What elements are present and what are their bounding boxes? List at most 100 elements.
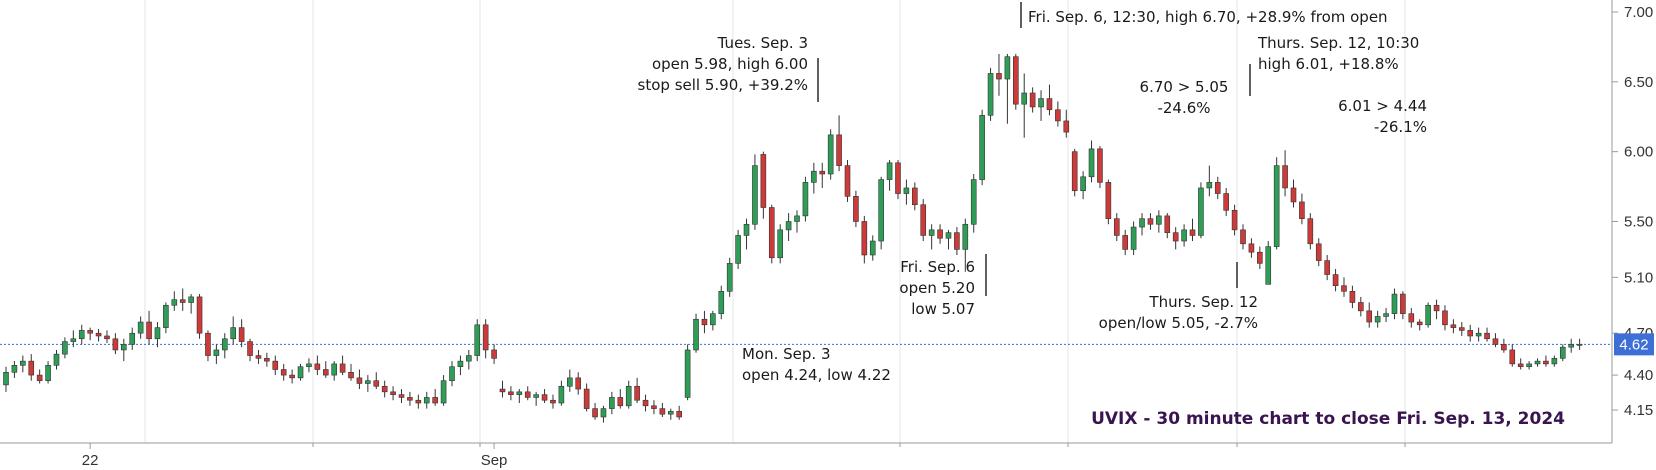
candle xyxy=(583,383,590,412)
y-tick-label: 5.10 xyxy=(1624,269,1653,286)
candle-body xyxy=(238,327,245,342)
candle-body xyxy=(1046,98,1053,111)
candle-body xyxy=(869,240,876,256)
candle xyxy=(1450,319,1457,334)
candle xyxy=(121,338,127,362)
candle xyxy=(322,361,329,378)
candle-body xyxy=(179,299,186,303)
candle-body xyxy=(516,391,523,395)
candle-body xyxy=(1433,304,1440,312)
annotation-line: open/low 5.05, -2.7% xyxy=(1099,314,1258,332)
candle-body xyxy=(1189,229,1196,236)
annotation-mon-sep3: Mon. Sep. 3 open 4.24, low 4.22 xyxy=(742,345,891,384)
candle-body xyxy=(1442,310,1448,326)
candle xyxy=(230,316,237,345)
candle-body xyxy=(1198,187,1204,236)
candle xyxy=(508,386,514,401)
candle-body xyxy=(1341,285,1347,292)
y-tick-label: 6.00 xyxy=(1624,144,1653,161)
candle xyxy=(1442,305,1448,331)
candle-body xyxy=(659,408,666,415)
candle xyxy=(1383,308,1389,323)
candle xyxy=(558,380,565,406)
candle-body xyxy=(836,134,842,166)
annotation-line: Thurs. Sep. 12, 10:30 xyxy=(1257,34,1419,52)
candle xyxy=(928,224,935,250)
candle-body xyxy=(1021,92,1028,105)
annotation-line: Fri. Sep. 6 xyxy=(900,258,975,276)
annotation-line: Fri. Sep. 6, 12:30, high 6.70, +28.9% fr… xyxy=(1028,8,1388,26)
candle-body xyxy=(1332,274,1339,287)
candle xyxy=(1366,302,1373,328)
candle xyxy=(979,109,985,186)
candle-body xyxy=(962,223,969,250)
candle-body xyxy=(743,223,750,236)
candle-body xyxy=(1105,182,1112,219)
candle-body xyxy=(583,388,590,409)
candle-body xyxy=(575,377,582,390)
annotation-line: high 6.01, +18.8% xyxy=(1258,55,1399,73)
annotation-fri-sep6-low: Fri. Sep. 6 open 5.20 low 5.07 xyxy=(899,258,975,318)
candle-body xyxy=(1416,321,1423,326)
candle-body xyxy=(895,162,901,194)
annotations: Mon. Sep. 3 open 4.24, low 4.22 Tues. Sep.… xyxy=(638,2,1427,384)
candle xyxy=(617,389,624,409)
x-tick-label: 22 xyxy=(82,452,99,469)
candle-body xyxy=(1526,363,1532,368)
candle xyxy=(272,355,279,376)
candle xyxy=(1113,213,1120,242)
candle-body xyxy=(1425,304,1431,326)
candle xyxy=(280,363,287,381)
candle xyxy=(36,369,43,384)
candle-body xyxy=(1080,176,1086,192)
candle xyxy=(264,352,270,367)
candle-body xyxy=(1543,360,1549,365)
candle xyxy=(1055,101,1061,127)
candle xyxy=(306,358,312,373)
candle-body xyxy=(1038,98,1044,108)
candle xyxy=(449,361,455,387)
last-price-label: 4.62 xyxy=(1619,336,1648,353)
candle-body xyxy=(457,360,464,368)
candle-body xyxy=(78,330,85,340)
candle-body xyxy=(634,385,640,401)
candle xyxy=(1088,140,1095,183)
candle xyxy=(550,394,556,409)
candle xyxy=(1164,213,1171,239)
candle-body xyxy=(390,391,396,395)
candle xyxy=(373,372,380,390)
candle-body xyxy=(1012,56,1019,105)
candle xyxy=(1105,179,1112,225)
candle-body xyxy=(154,327,161,340)
candle-body xyxy=(1568,344,1574,348)
candle-body xyxy=(726,263,733,292)
candle-body xyxy=(306,363,312,368)
candle-body xyxy=(701,318,708,326)
candle-body xyxy=(1164,215,1171,233)
candle xyxy=(289,369,295,384)
candle xyxy=(1332,268,1339,292)
candle xyxy=(1433,299,1440,320)
candle-body xyxy=(1240,229,1246,245)
candle-body xyxy=(1551,358,1558,365)
candle xyxy=(474,319,481,362)
candle xyxy=(1408,308,1415,328)
candle xyxy=(970,173,977,233)
candle xyxy=(684,344,691,401)
annotation-line: -24.6% xyxy=(1157,99,1210,117)
candle xyxy=(356,369,363,390)
annotation-line: -26.1% xyxy=(1374,118,1427,136)
candle xyxy=(196,294,203,339)
candle xyxy=(1324,254,1330,281)
candle xyxy=(1467,324,1474,342)
y-tick-label: 4.15 xyxy=(1624,402,1653,419)
candle-body xyxy=(11,365,18,373)
candle-body xyxy=(415,399,422,404)
annotation-line: low 5.07 xyxy=(911,300,975,318)
candle xyxy=(895,160,901,200)
candle-body xyxy=(1475,332,1482,337)
candle xyxy=(1071,148,1078,197)
candle-body xyxy=(289,374,295,379)
candle-body xyxy=(794,215,800,222)
